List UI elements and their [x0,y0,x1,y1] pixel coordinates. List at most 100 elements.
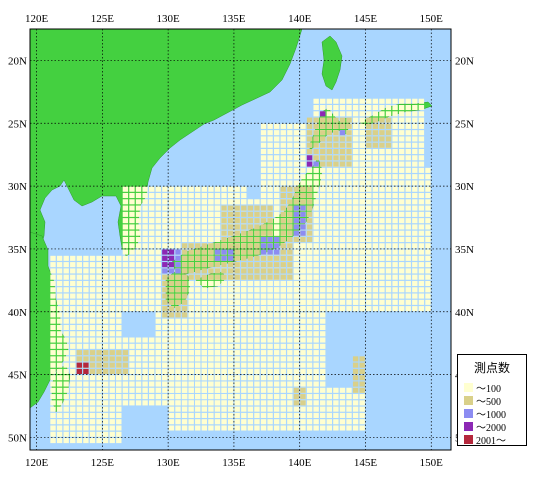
data-cell [280,368,286,374]
longitude-label: 135E [222,457,246,469]
data-cell [398,243,405,249]
data-cell [116,262,122,268]
data-cell [287,236,293,243]
data-cell [102,425,109,431]
data-cell [181,400,188,406]
data-cell [306,312,313,318]
data-cell [379,174,385,180]
data-cell [50,425,56,431]
data-cell [181,318,188,324]
data-cell [352,155,359,161]
data-cell [102,381,109,387]
data-cell [333,419,339,425]
data-cell [214,192,221,199]
data-cell [168,337,175,343]
data-cell [89,394,96,400]
data-cell [109,394,115,400]
data-cell [306,268,313,274]
data-cell [122,350,129,356]
data-cell [267,243,273,249]
data-cell [306,136,313,142]
data-cell [83,293,89,299]
data-cell [346,205,352,211]
data-cell [234,186,240,192]
data-cell [359,155,365,161]
data-cell [313,299,319,305]
data-cell [234,375,240,381]
data-cell [135,224,142,230]
data-cell [273,337,280,343]
data-cell [280,130,286,136]
data-cell [102,293,109,299]
data-cell [89,324,96,331]
data-cell [83,343,89,349]
data-cell [155,343,161,349]
data-cell [412,136,418,142]
data-cell [135,205,142,211]
data-cell [320,368,326,374]
data-cell [201,255,208,261]
data-cell [333,167,339,173]
data-cell [201,425,208,431]
data-cell [398,306,405,312]
data-cell [280,274,286,280]
data-cell [116,368,122,374]
data-cell [366,243,372,249]
data-cell [392,192,398,199]
data-cell [412,306,418,312]
data-cell [379,142,385,148]
data-cell [333,142,339,148]
data-cell [326,230,332,236]
data-cell [122,205,129,211]
data-cell [320,136,326,142]
data-cell [135,243,142,249]
data-cell [392,136,398,142]
data-cell [102,306,109,312]
data-cell [280,387,286,393]
data-cell [306,186,313,192]
data-cell [56,255,63,261]
data-cell [122,255,129,261]
data-cell [129,268,135,274]
data-cell [214,306,221,312]
data-cell [195,337,201,343]
data-cell [366,180,372,186]
data-cell [50,331,56,337]
data-cell [50,419,56,425]
data-cell [181,280,188,287]
data-cell [313,425,319,431]
data-cell [352,105,359,111]
data-cell [385,142,392,148]
data-cell [300,362,306,368]
data-cell [320,280,326,287]
data-cell [346,186,352,192]
data-cell [326,123,332,129]
data-cell [63,318,69,324]
data-cell [188,368,194,374]
data-cell [405,192,411,199]
data-cell [70,356,76,362]
data-cell [50,306,56,312]
data-cell [352,299,359,305]
data-cell [116,400,122,406]
data-cell [346,255,352,261]
data-cell [293,331,300,337]
data-cell [175,381,181,387]
data-cell [175,343,181,349]
data-cell [214,356,221,362]
data-cell [76,287,83,293]
data-cell [280,224,286,230]
data-cell [89,255,96,261]
data-cell [214,337,221,343]
data-cell [70,406,76,412]
data-cell [287,299,293,305]
data-cell [63,343,69,349]
data-cell [195,306,201,312]
data-cell [241,318,247,324]
data-cell [254,375,260,381]
data-cell [116,293,122,299]
data-cell [122,368,129,374]
data-cell [168,186,175,192]
data-cell [280,412,286,418]
